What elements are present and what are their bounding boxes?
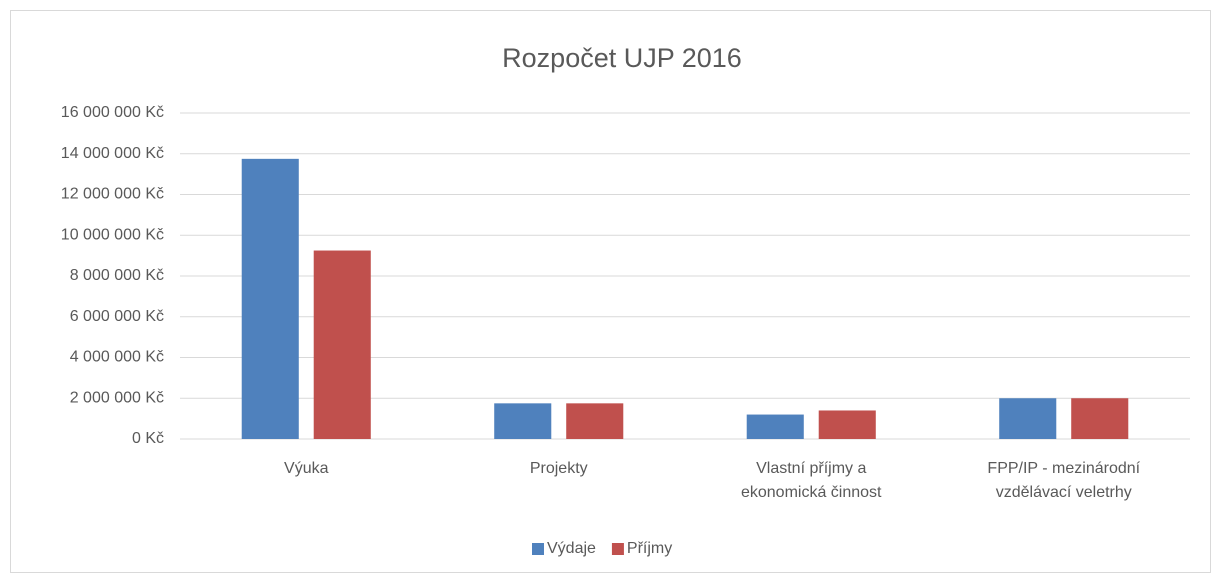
x-tick-label: Výuka [284,460,329,477]
y-tick-label: 14 000 000 Kč [61,145,164,162]
x-tick-label: Vlastní příjmy a ekonomická činnost [740,460,882,501]
bar [313,250,371,439]
chart-border [10,10,1211,573]
bar [241,158,299,439]
y-tick-label: 16 000 000 Kč [61,104,164,121]
y-tick-label: 10 000 000 Kč [61,226,164,243]
y-tick-label: 12 000 000 Kč [61,186,164,203]
y-tick-label: 6 000 000 Kč [70,308,164,325]
bar [746,414,804,439]
y-tick-label: 4 000 000 Kč [70,349,164,366]
bar [818,410,876,439]
x-tick-label: FPP/IP - mezinárodní vzdělávací veletrhy [987,460,1141,501]
y-tick-label: 8 000 000 Kč [70,267,164,284]
legend-label: Příjmy [627,540,672,557]
bar [494,403,552,439]
bar [566,403,624,439]
legend-swatch [532,543,544,555]
x-tick-label: Projekty [529,460,588,477]
y-tick-label: 2 000 000 Kč [70,389,164,406]
bar [999,398,1057,439]
chart-title: Rozpočet UJP 2016 [502,43,742,73]
legend-label: Výdaje [547,540,596,557]
legend-swatch [611,543,624,555]
y-tick-label: 0 Kč [132,430,164,447]
bar [1071,398,1129,439]
